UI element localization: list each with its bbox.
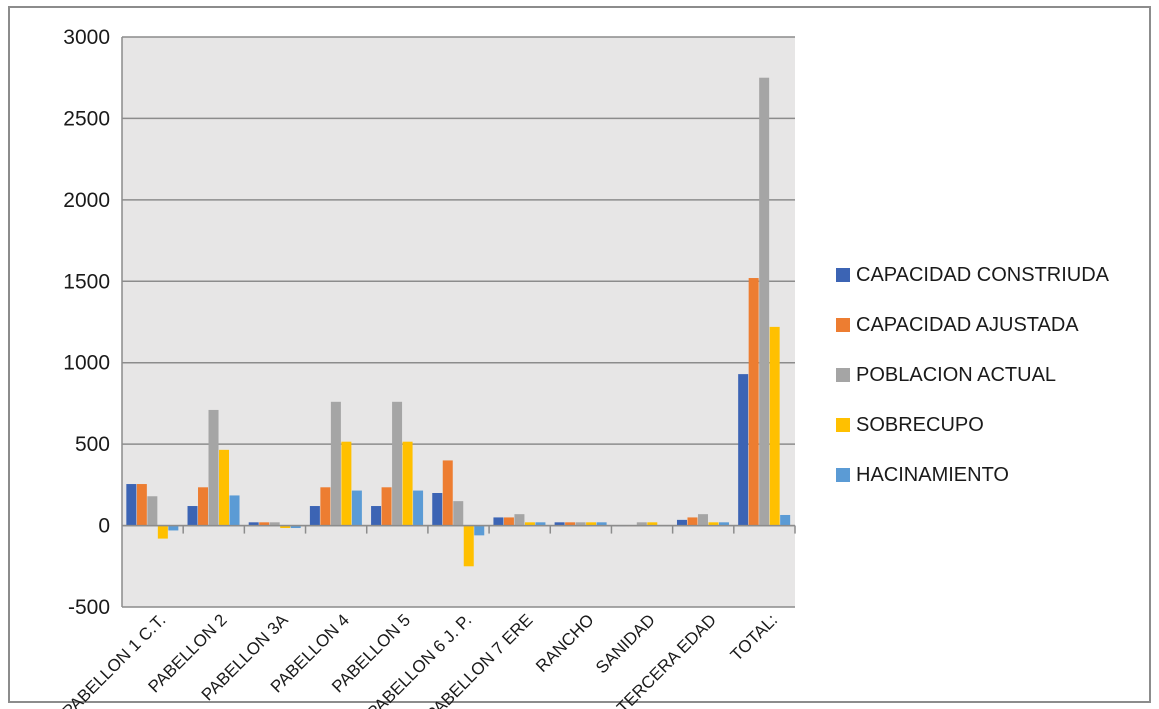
legend-swatch xyxy=(836,318,850,332)
bar xyxy=(708,522,719,526)
bar xyxy=(290,525,301,529)
legend-label: CAPACIDAD CONSTRIUDA xyxy=(856,263,1109,286)
bar xyxy=(474,525,485,536)
legend-item: SOBRECUPO xyxy=(836,400,1109,450)
bar xyxy=(168,525,179,531)
y-tick-label: 2000 xyxy=(63,189,110,212)
bar xyxy=(769,326,780,526)
legend-item: HACINAMIENTO xyxy=(836,450,1109,500)
bars xyxy=(126,77,791,567)
bar xyxy=(453,501,464,526)
bar xyxy=(320,487,331,526)
bar xyxy=(136,484,147,526)
y-tick-label: 1500 xyxy=(63,270,110,293)
bar xyxy=(493,517,504,526)
legend-swatch xyxy=(836,368,850,382)
bar xyxy=(351,490,362,526)
bar xyxy=(535,522,546,526)
legend-swatch xyxy=(836,268,850,282)
x-category-label: PABELLON 1 C.T. xyxy=(59,610,170,709)
bar xyxy=(147,496,158,526)
bar xyxy=(229,495,240,526)
bar xyxy=(371,506,382,526)
bar xyxy=(309,506,320,526)
bar xyxy=(748,278,759,526)
bar xyxy=(280,525,291,529)
y-tick-label: 2500 xyxy=(63,107,110,130)
legend-swatch xyxy=(836,468,850,482)
bar xyxy=(636,522,647,526)
bar xyxy=(759,77,770,526)
bar xyxy=(341,441,352,526)
bar xyxy=(330,401,341,526)
bar xyxy=(259,522,270,526)
legend-label: HACINAMIENTO xyxy=(856,463,1009,486)
bar xyxy=(208,409,219,526)
y-tick-label: 0 xyxy=(98,515,110,538)
bar xyxy=(157,525,168,539)
legend-item: CAPACIDAD CONSTRIUDA xyxy=(836,250,1109,300)
bar xyxy=(596,522,607,526)
bar xyxy=(413,490,424,526)
bar xyxy=(718,522,729,526)
bar xyxy=(687,517,698,526)
legend-swatch xyxy=(836,418,850,432)
bar xyxy=(514,514,525,526)
bar xyxy=(381,487,392,526)
x-category-label: PABELLON 7 ERE xyxy=(422,610,536,709)
y-tick-label: 1000 xyxy=(63,352,110,375)
legend-label: CAPACIDAD AJUSTADA xyxy=(856,313,1079,336)
bar xyxy=(554,522,565,526)
bar xyxy=(198,487,209,526)
bar xyxy=(780,514,791,526)
legend-item: CAPACIDAD AJUSTADA xyxy=(836,300,1109,350)
bar xyxy=(442,460,453,526)
bar xyxy=(647,522,658,526)
bar xyxy=(565,522,576,526)
bar xyxy=(248,522,259,526)
bar xyxy=(219,449,230,526)
bar xyxy=(738,374,749,526)
bar xyxy=(463,525,474,567)
bar xyxy=(586,522,597,526)
bar xyxy=(676,519,687,526)
x-category-label: TOTAL: xyxy=(727,610,781,664)
bar xyxy=(187,506,198,526)
y-tick-label: -500 xyxy=(68,596,110,619)
bar xyxy=(126,484,137,526)
legend-label: SOBRECUPO xyxy=(856,413,984,436)
chart-legend: CAPACIDAD CONSTRIUDA CAPACIDAD AJUSTADA PO… xyxy=(836,250,1109,500)
bar xyxy=(269,522,280,526)
axes xyxy=(121,37,796,607)
x-category-label: TERCERA EDAD xyxy=(613,610,720,709)
y-tick-label: 500 xyxy=(75,433,110,456)
bar xyxy=(697,514,708,526)
x-category-label: RANCHO xyxy=(532,610,598,676)
bar xyxy=(392,401,403,526)
legend-label: POBLACION ACTUAL xyxy=(856,363,1057,386)
bar xyxy=(402,441,413,526)
y-tick-label: 3000 xyxy=(63,26,110,49)
bar xyxy=(432,493,443,526)
bar xyxy=(575,522,586,526)
bar xyxy=(524,522,535,526)
bar xyxy=(503,517,514,526)
legend-item: POBLACION ACTUAL xyxy=(836,350,1109,400)
